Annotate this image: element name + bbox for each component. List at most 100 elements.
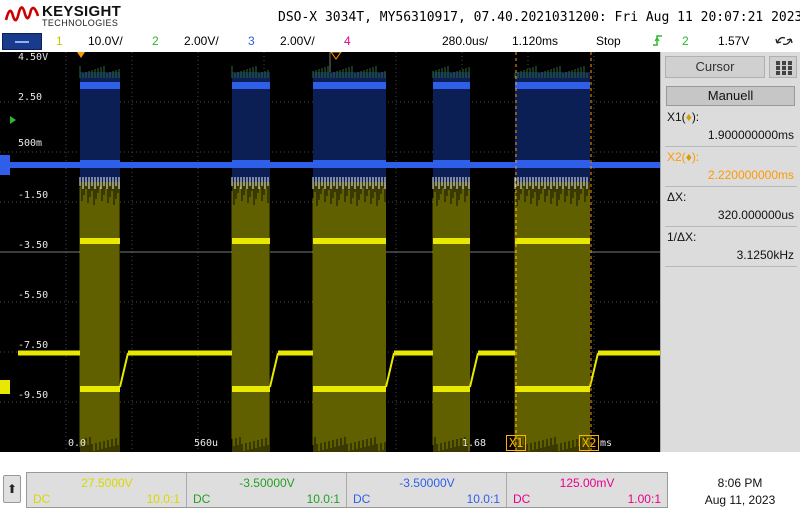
delay-value[interactable]: 1.120ms (512, 34, 559, 48)
ch3-scale[interactable]: 2.00V/ (280, 34, 315, 48)
ch3-number[interactable]: 3 (248, 34, 255, 48)
ch1-coupling: DC (33, 492, 51, 506)
ch4-coupling: DC (513, 492, 531, 506)
scope-title: DSO-X 3034T, MY56310917, 07.40.202103120… (278, 10, 800, 25)
x-axis-label: ms (600, 438, 613, 449)
ch1-burst (515, 182, 590, 452)
ch3-probe: 10.0:1 (466, 492, 500, 506)
grid-menu-icon[interactable] (769, 56, 797, 78)
ch3-burst-mid-band (232, 160, 270, 168)
ch1-ramp (385, 352, 395, 388)
y-axis-label: -9.50 (18, 390, 49, 401)
x1-value: 1.900000000ms (707, 128, 794, 142)
inverse-delta-x-value: 3.1250kHz (736, 248, 794, 262)
cursor-panel-title[interactable]: Cursor (665, 56, 765, 78)
ch1-ramp (119, 352, 129, 388)
ch1-burst-upper-band (232, 238, 270, 244)
cursor-panel: Cursor Manuell X1(♦): 1.900000000ms X2(♦… (660, 52, 800, 452)
rising-edge-icon[interactable] (652, 34, 664, 50)
ch1-burst-lower-band (232, 386, 270, 392)
delta-x-label: ΔX: (667, 190, 687, 204)
ch3-coupling: DC (353, 492, 371, 506)
ch1-offset: 27.5000V (81, 476, 133, 490)
ch2-number[interactable]: 2 (152, 34, 159, 48)
ch2-probe: 10.0:1 (306, 492, 340, 506)
trigger-level[interactable]: 1.57V (718, 34, 750, 48)
timebase-value[interactable]: 280.0us/ (442, 34, 489, 48)
waveform-canvas[interactable] (0, 52, 660, 452)
keysight-logo: KEYSIGHT TECHNOLOGIES (4, 2, 134, 30)
channel-1-box[interactable]: 27.5000V DC 10.0:1 (27, 473, 187, 507)
ch1-ground-marker (0, 380, 10, 394)
ch1-scale[interactable]: 10.0V/ (88, 34, 123, 48)
ch3-burst-high-band (433, 82, 470, 89)
ch3-burst-high-band (515, 82, 590, 89)
y-axis-label: -1.50 (18, 190, 49, 201)
y-axis-label: 500m (18, 138, 43, 149)
channel-status-bar: 1 10.0V/ 2 2.00V/ 3 2.00V/ 4 280.0us/ 1.… (0, 32, 800, 52)
ch4-offset: 125.00mV (559, 476, 615, 490)
channel-4-box[interactable]: 125.00mV DC 1.00:1 (507, 473, 667, 507)
ch4-probe: 1.00:1 (627, 492, 661, 506)
ch2-trigger-level-marker (10, 116, 16, 124)
ch3-burst-mid-band (80, 160, 120, 168)
trigger-source[interactable]: 2 (682, 34, 689, 48)
ch3-burst-mid-band (515, 160, 590, 168)
ch2-offset: -3.50000V (239, 476, 295, 490)
delta-x-value: 320.000000us (717, 208, 794, 222)
waveform-display[interactable]: 4.50V 2.50 500m -1.50 -3.50 -5.50 -7.50 -9.50 0.… (0, 52, 660, 452)
x-axis-label: 0.0 (68, 438, 87, 449)
ch1-burst (433, 182, 470, 452)
y-axis-label: 2.50 (18, 92, 43, 103)
ch3-ground-marker (0, 155, 10, 175)
ch1-ramp (469, 352, 479, 388)
header-bar: KEYSIGHT TECHNOLOGIES DSO-X 3034T, MY563… (0, 0, 800, 32)
ch3-offset: -3.50000V (399, 476, 455, 490)
ch4-number[interactable]: 4 (344, 34, 351, 48)
menu-icon (15, 41, 29, 43)
channel-strip: 27.5000V DC 10.0:1 -3.50000V DC 10.0:1 -… (26, 472, 668, 508)
menu-button[interactable] (2, 33, 42, 50)
clock-time: 8:06 PM (717, 476, 763, 490)
ch2-scale[interactable]: 2.00V/ (184, 34, 219, 48)
x1-label[interactable]: X1(♦): (667, 110, 700, 124)
ch3-burst-high-band (313, 82, 386, 89)
ch2-coupling: DC (193, 492, 211, 506)
inverse-delta-x-label: 1/ΔX: (667, 230, 697, 244)
brand-name: KEYSIGHT (42, 3, 122, 20)
ch1-burst-upper-band (80, 238, 120, 244)
brand-subtitle: TECHNOLOGIES (42, 18, 119, 28)
y-axis-label: -5.50 (18, 290, 49, 301)
x-axis-label: 1.68 (462, 438, 487, 449)
ch1-burst-upper-band (515, 238, 590, 244)
ch1-burst-upper-band (433, 238, 470, 244)
channel-2-box[interactable]: -3.50000V DC 10.0:1 (187, 473, 347, 507)
cursor-mode-button[interactable]: Manuell (666, 86, 795, 106)
x-axis-label: 560u (194, 438, 219, 449)
separator (665, 186, 797, 187)
x2-label[interactable]: X2(♦): (667, 150, 700, 164)
ch1-number[interactable]: 1 (56, 34, 63, 48)
ch1-ramp (589, 352, 599, 388)
separator (665, 226, 797, 227)
run-state[interactable]: Stop (596, 34, 621, 48)
cursor-marker-label[interactable]: X2 (579, 435, 600, 451)
y-axis-label: -3.50 (18, 240, 49, 251)
ch1-burst-lower-band (433, 386, 470, 392)
delay-marker (330, 52, 342, 60)
ch1-burst-upper-band (313, 238, 386, 244)
keysight-wave-icon (4, 6, 40, 22)
cursor-marker-label[interactable]: X1 (506, 435, 527, 451)
undo-redo-icon[interactable] (774, 34, 794, 51)
channel-3-box[interactable]: -3.50000V DC 10.0:1 (347, 473, 507, 507)
ch3-burst-mid-band (313, 160, 386, 168)
ch3-burst-high-band (232, 82, 270, 89)
ch3-burst-high-band (80, 82, 120, 89)
y-axis-label: 4.50V (18, 52, 49, 63)
expand-up-button[interactable]: ⬆ (3, 475, 21, 503)
y-axis-label: -7.50 (18, 340, 49, 351)
ch1-burst-lower-band (515, 386, 590, 392)
separator (665, 266, 797, 267)
ch1-burst-lower-band (313, 386, 386, 392)
ch1-ramp (269, 352, 279, 388)
